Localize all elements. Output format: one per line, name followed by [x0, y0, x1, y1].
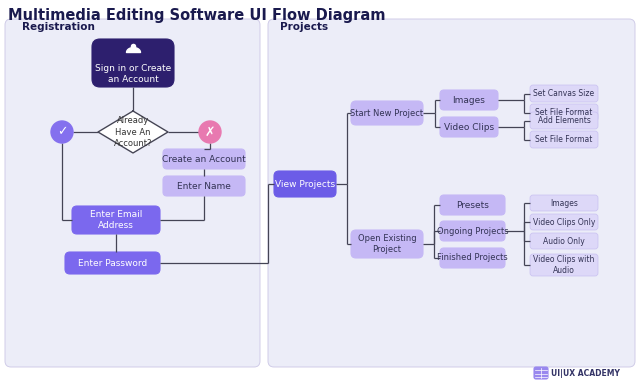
FancyBboxPatch shape	[440, 221, 505, 241]
FancyBboxPatch shape	[534, 367, 548, 379]
Text: Enter Password: Enter Password	[78, 259, 147, 268]
Text: UI|UX ACADEMY: UI|UX ACADEMY	[551, 368, 620, 377]
FancyBboxPatch shape	[440, 195, 505, 215]
FancyBboxPatch shape	[530, 254, 598, 276]
Text: Set File Format: Set File Format	[535, 108, 593, 117]
Text: Audio Only: Audio Only	[543, 237, 585, 245]
FancyBboxPatch shape	[351, 230, 423, 258]
Text: Ongoing Projects: Ongoing Projects	[436, 226, 508, 235]
Text: ✓: ✓	[57, 126, 67, 138]
Text: Already
Have An
Account?: Already Have An Account?	[114, 116, 152, 147]
FancyBboxPatch shape	[163, 149, 245, 169]
FancyBboxPatch shape	[72, 206, 160, 234]
Text: Projects: Projects	[280, 22, 328, 32]
Text: Start New Project: Start New Project	[351, 109, 424, 117]
Text: Set Canvas Size: Set Canvas Size	[533, 89, 595, 98]
Text: Enter Name: Enter Name	[177, 182, 231, 191]
FancyBboxPatch shape	[92, 39, 174, 87]
FancyBboxPatch shape	[65, 252, 160, 274]
Text: Finished Projects: Finished Projects	[437, 254, 508, 263]
FancyBboxPatch shape	[530, 85, 598, 102]
FancyBboxPatch shape	[530, 104, 598, 121]
Text: Add Elements: Add Elements	[538, 116, 591, 125]
FancyBboxPatch shape	[530, 195, 598, 211]
Text: Video Clips Only: Video Clips Only	[533, 217, 595, 226]
Text: Multimedia Editing Software UI Flow Diagram: Multimedia Editing Software UI Flow Diag…	[8, 8, 385, 23]
FancyBboxPatch shape	[5, 19, 260, 367]
Text: Images: Images	[452, 96, 485, 105]
Text: Open Existing
Project: Open Existing Project	[358, 234, 416, 254]
Text: Images: Images	[550, 198, 578, 207]
FancyBboxPatch shape	[530, 233, 598, 249]
FancyBboxPatch shape	[163, 176, 245, 196]
FancyBboxPatch shape	[530, 112, 598, 129]
FancyBboxPatch shape	[268, 19, 635, 367]
FancyBboxPatch shape	[274, 171, 336, 197]
FancyBboxPatch shape	[351, 101, 423, 125]
Text: Set File Format: Set File Format	[535, 135, 593, 144]
FancyBboxPatch shape	[530, 214, 598, 230]
FancyBboxPatch shape	[440, 117, 498, 137]
FancyBboxPatch shape	[530, 131, 598, 148]
Text: ✗: ✗	[205, 126, 215, 138]
Text: Enter Email
Address: Enter Email Address	[90, 210, 142, 230]
Text: View Projects: View Projects	[275, 179, 335, 189]
FancyBboxPatch shape	[440, 248, 505, 268]
Text: Video Clips with
Audio: Video Clips with Audio	[533, 255, 595, 275]
Text: Video Clips: Video Clips	[444, 123, 494, 131]
FancyBboxPatch shape	[440, 90, 498, 110]
Circle shape	[199, 121, 221, 143]
Text: Sign in or Create
an Account: Sign in or Create an Account	[95, 64, 171, 84]
Text: Create an Account: Create an Account	[162, 154, 246, 163]
Circle shape	[51, 121, 73, 143]
Text: Presets: Presets	[456, 200, 489, 210]
Text: Registration: Registration	[22, 22, 95, 32]
Polygon shape	[98, 111, 168, 153]
